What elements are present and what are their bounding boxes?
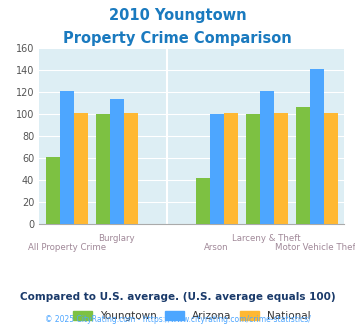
Bar xyxy=(110,99,124,224)
Bar xyxy=(60,91,73,224)
Text: Burglary: Burglary xyxy=(98,234,135,243)
Bar xyxy=(45,157,60,224)
Bar xyxy=(224,113,238,224)
Text: Compared to U.S. average. (U.S. average equals 100): Compared to U.S. average. (U.S. average … xyxy=(20,292,335,302)
Bar xyxy=(260,91,274,224)
Bar xyxy=(310,69,324,224)
Text: © 2025 CityRating.com - https://www.cityrating.com/crime-statistics/: © 2025 CityRating.com - https://www.city… xyxy=(45,315,310,324)
Bar xyxy=(124,113,138,224)
Bar xyxy=(296,108,310,224)
Bar xyxy=(246,114,260,224)
Bar xyxy=(274,113,288,224)
Legend: Youngtown, Arizona, National: Youngtown, Arizona, National xyxy=(69,307,315,325)
Bar xyxy=(73,113,88,224)
Bar xyxy=(210,114,224,224)
Text: 2010 Youngtown: 2010 Youngtown xyxy=(109,8,246,23)
Text: Property Crime Comparison: Property Crime Comparison xyxy=(63,31,292,46)
Text: Motor Vehicle Theft: Motor Vehicle Theft xyxy=(275,243,355,252)
Text: Arson: Arson xyxy=(204,243,229,252)
Bar xyxy=(196,178,210,224)
Bar xyxy=(95,114,110,224)
Text: Larceny & Theft: Larceny & Theft xyxy=(233,234,301,243)
Bar xyxy=(324,113,338,224)
Text: All Property Crime: All Property Crime xyxy=(28,243,106,252)
